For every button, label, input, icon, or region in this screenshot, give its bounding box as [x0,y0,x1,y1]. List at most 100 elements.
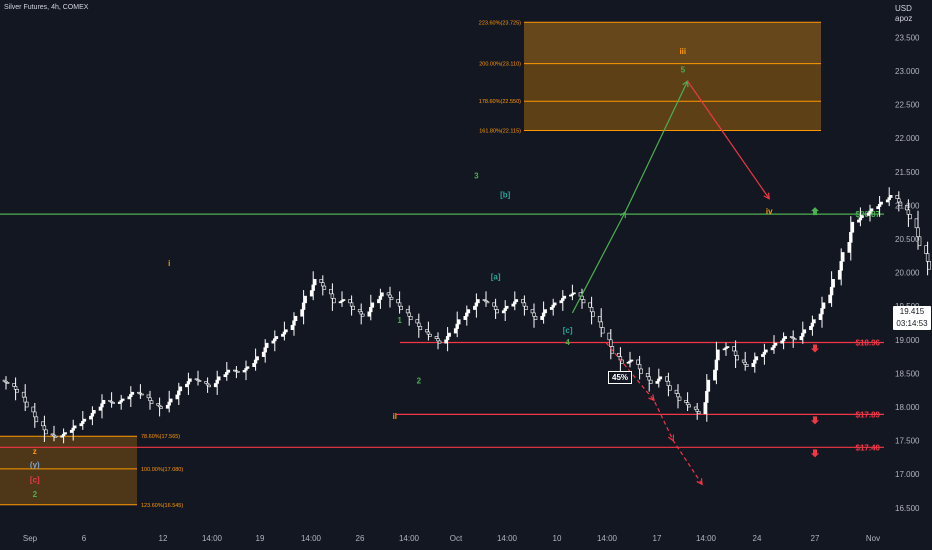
candle-body [453,328,458,334]
candle-body [82,418,87,422]
x-tick-label: 6 [82,534,87,543]
candle-body [735,355,739,361]
last-price-value: 19.415 [899,307,925,316]
candle-body [858,217,863,221]
wave-projections [571,79,770,486]
candle-body [63,432,67,435]
fib-lower-label: 123.60%(16.545) [141,503,183,509]
candle-body [388,294,392,298]
candle-body [225,371,229,375]
wave-label: z [33,447,37,456]
candle-body [751,363,755,367]
wave-label: i [168,259,170,268]
x-tick-label: 17 [653,534,662,543]
candle-body [21,391,26,398]
candle-body [501,310,506,314]
candle-body [877,203,882,207]
down-arrow-icon [811,416,819,425]
candle-body [687,404,691,408]
candle-body [561,298,565,301]
candle-body [111,402,115,404]
candle-body [437,340,442,344]
wave-label: [c] [563,326,573,335]
candle-body [98,406,103,411]
candle-body [217,376,221,381]
candle-body [924,245,928,254]
candle-body [389,296,394,300]
fib-upper-label: 161.80%(22.115) [479,128,521,134]
candle-body [810,322,815,327]
candle-body [300,309,304,317]
candle-body [889,195,893,198]
candle-body [685,402,690,406]
candle-body [186,381,191,385]
candle-body [764,349,768,353]
candle-body [15,389,19,393]
y-tick-label: 23.500 [895,33,920,42]
candle-body [282,331,287,335]
x-tick-label: Sep [23,534,38,543]
candle-body [159,406,163,409]
candle-body [321,282,325,287]
candle-body [812,319,816,324]
candle-body [637,364,642,370]
scale-mode-label[interactable]: apoz [895,14,913,23]
candle-body [329,289,333,295]
candle-body [761,354,765,357]
candle-body [917,236,922,247]
candle-body [434,336,439,339]
candle-body [895,195,899,199]
candle-body [562,295,567,299]
candle-body [255,356,259,361]
candle-body [223,374,227,378]
candle-body [927,261,931,270]
bearish-projection [687,80,770,200]
level-label: $18.96 [856,338,881,347]
candle-body [639,368,643,374]
candle-body [781,338,786,342]
candle-body [540,315,544,320]
x-tick-label: 14:00 [597,534,618,543]
candle-body [121,398,125,401]
candle-body [167,401,171,406]
candle-body [511,303,515,307]
candle-body [5,382,10,384]
candle-body [445,336,450,341]
candle-body [303,295,307,304]
arrowhead-icon [763,192,770,200]
candle-body [175,394,179,400]
candle-body [322,285,327,290]
candle-body [319,279,323,283]
arrowhead-icon [619,211,626,219]
wave-label: 2 [417,376,422,385]
wave-label: 5 [681,65,686,74]
down-arrow-icon [811,449,819,458]
candle-body [657,378,661,382]
y-tick-label: 18.500 [895,369,920,378]
candle-body [178,386,183,392]
candle-body [140,393,144,396]
y-tick-label: 19.000 [895,336,920,345]
candle-body [898,201,903,206]
candle-body [629,359,634,362]
candle-body [399,305,403,310]
candlestick-series [2,187,931,444]
candle-body [245,366,250,369]
wave-label: iii [679,47,686,56]
candle-body [351,305,355,310]
candle-body [177,390,181,396]
candle-body [377,299,381,304]
probability-box: 45% [608,371,633,384]
candle-body [79,423,83,427]
candle-body [495,309,499,314]
candle-body [261,351,266,357]
candle-body [857,219,861,223]
candle-body [850,221,855,233]
candle-body [129,394,133,397]
candle-body [684,399,688,403]
up-arrow-icon [811,207,819,216]
candle-body [599,321,603,328]
candle-body [559,300,563,304]
candle-body [714,359,719,371]
